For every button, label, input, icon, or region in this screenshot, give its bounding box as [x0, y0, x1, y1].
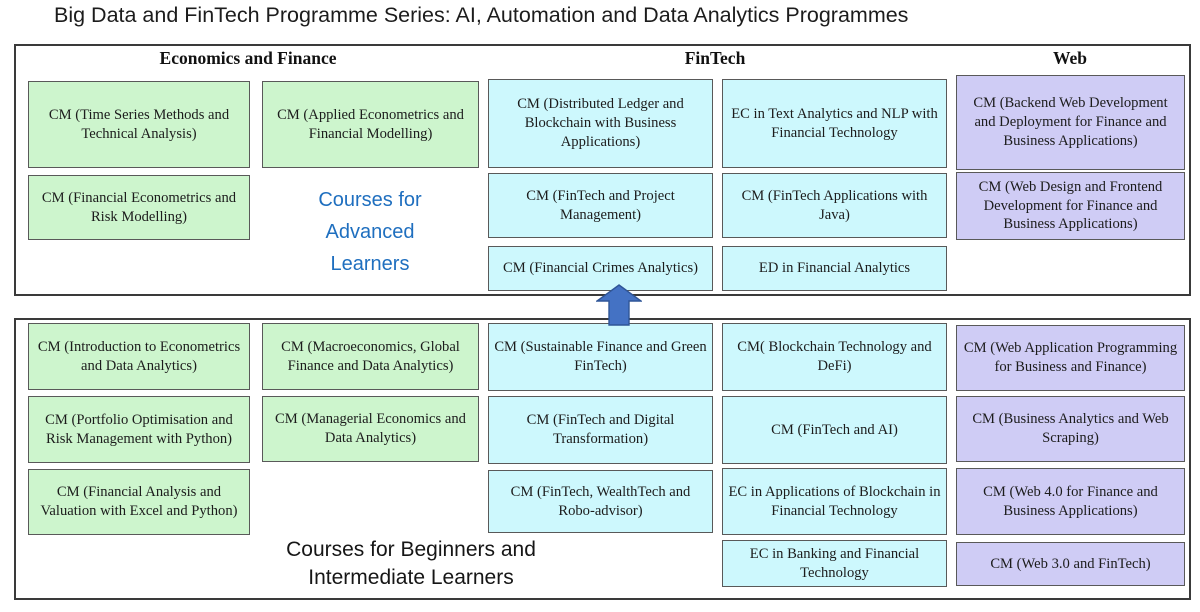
up-arrow-icon: [594, 284, 644, 326]
course-wealthtech-roboadvisor: CM (FinTech, WealthTech and Robo-advisor…: [488, 470, 713, 533]
beginner-learners-label: Courses for Beginners and Intermediate L…: [286, 538, 536, 589]
course-ec-banking-fintech: EC in Banking and Financial Technology: [722, 540, 947, 587]
course-ec-blockchain-applications: EC in Applications of Blockchain in Fina…: [722, 468, 947, 535]
course-fintech-java: CM (FinTech Applications with Java): [722, 173, 947, 238]
course-intro-econometrics: CM (Introduction to Econometrics and Dat…: [28, 323, 250, 390]
course-financial-analysis-excel: CM (Financial Analysis and Valuation wit…: [28, 469, 250, 535]
advanced-learners-label: Courses for Advanced Learners: [318, 189, 422, 275]
course-web40-finance: CM (Web 4.0 for Finance and Business App…: [956, 468, 1185, 535]
course-fintech-digital-transformation: CM (FinTech and Digital Transformation): [488, 396, 713, 464]
course-financial-crimes: CM (Financial Crimes Analytics): [488, 246, 713, 291]
course-backend-web-dev: CM (Backend Web Development and Deployme…: [956, 75, 1185, 170]
course-financial-econometrics: CM (Financial Econometrics and Risk Mode…: [28, 175, 250, 240]
course-text-analytics-nlp: EC in Text Analytics and NLP with Financ…: [722, 79, 947, 168]
column-header-web: Web: [1052, 48, 1088, 68]
course-web30-fintech: CM (Web 3.0 and FinTech): [956, 542, 1185, 586]
course-fintech-ai: CM (FinTech and AI): [722, 396, 947, 464]
course-portfolio-optimisation: CM (Portfolio Optimisation and Risk Mana…: [28, 396, 250, 463]
course-blockchain-defi: CM( Blockchain Technology and DeFi): [722, 323, 947, 391]
course-business-analytics-scraping: CM (Business Analytics and Web Scraping): [956, 396, 1185, 462]
course-fintech-project-management: CM (FinTech and Project Management): [488, 173, 713, 238]
course-distributed-ledger: CM (Distributed Ledger and Blockchain wi…: [488, 79, 713, 168]
column-header-economics-finance: Economics and Finance: [159, 48, 337, 68]
column-header-fintech: FinTech: [684, 48, 746, 68]
course-sustainable-finance: CM (Sustainable Finance and Green FinTec…: [488, 323, 713, 391]
course-ed-financial-analytics: ED in Financial Analytics: [722, 246, 947, 291]
course-web-app-programming: CM (Web Application Programming for Busi…: [956, 325, 1185, 391]
course-macroeconomics-global: CM (Macroeconomics, Global Finance and D…: [262, 323, 479, 390]
course-managerial-economics: CM (Managerial Economics and Data Analyt…: [262, 396, 479, 462]
course-time-series-methods: CM (Time Series Methods and Technical An…: [28, 81, 250, 168]
page-title: Big Data and FinTech Programme Series: A…: [54, 3, 909, 27]
course-applied-econometrics: CM (Applied Econometrics and Financial M…: [262, 81, 479, 168]
course-web-design-frontend: CM (Web Design and Frontend Development …: [956, 172, 1185, 240]
